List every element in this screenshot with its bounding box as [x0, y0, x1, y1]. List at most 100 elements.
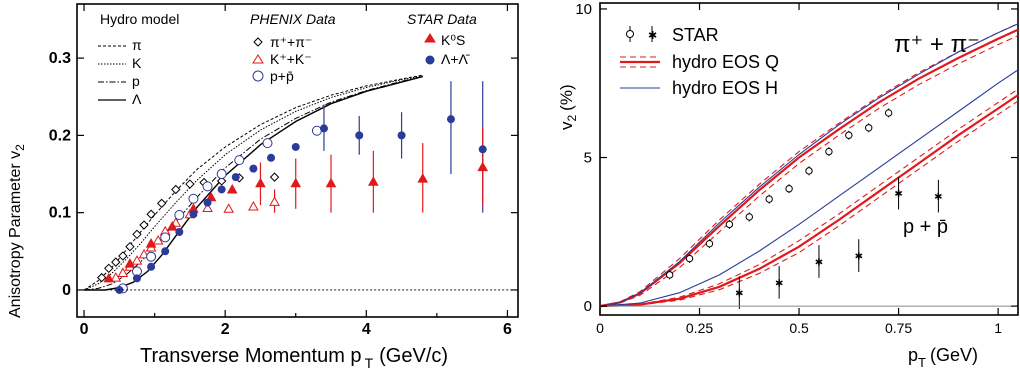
proton-marker: [160, 232, 171, 243]
lambda-marker: [249, 164, 258, 173]
k0s-marker: [255, 177, 266, 188]
right-y-axis-label-sub: 2: [565, 115, 579, 122]
star-points: ✱ ✱ ✱ ✱ ✱ ✱: [665, 108, 943, 310]
star-pion-marker: [765, 195, 773, 203]
hydro-eos-h-curve: [599, 23, 1019, 307]
y-tick-label: 0.3: [49, 50, 71, 67]
star-pion-marker: [785, 185, 793, 193]
kaon-marker: [202, 202, 213, 213]
pion-annotation: π⁺ + π⁻: [894, 31, 980, 58]
pion-marker: [185, 179, 195, 189]
lambda-marker: [319, 124, 328, 133]
legend-triangle-filled-marker: [424, 33, 436, 43]
pion-marker: [156, 198, 167, 209]
kaon-marker: [248, 200, 259, 211]
legend-kaon-label: K⁺+K⁻: [270, 51, 312, 67]
x-tick-label: 1: [994, 320, 1002, 336]
hydro-eos-q-curve: [599, 88, 1019, 307]
legend-triangle-open-marker: [252, 54, 264, 64]
kaon-marker: [152, 234, 164, 245]
proton-marker: [202, 181, 213, 192]
legend-circle-open-marker: [252, 70, 264, 82]
legend-star-open-marker: [626, 30, 634, 38]
lambda-marker: [397, 131, 406, 140]
hydro-eos-curves: [599, 23, 1019, 308]
right-x-axis-label-sub: T: [918, 355, 926, 370]
left-plot-frame: [76, 3, 519, 318]
kaon-marker: [223, 203, 235, 213]
proton-marker: [234, 155, 245, 166]
right-y-axis-label-unit: (%): [557, 84, 576, 110]
data-points: [96, 115, 489, 294]
proton-annotation: p + p̄: [903, 216, 948, 238]
right-y-axis-label-text: v: [557, 121, 576, 130]
proton-marker: [262, 138, 273, 149]
legend-circle-filled-marker: [425, 55, 435, 65]
kaon-marker: [110, 272, 122, 282]
lambda-marker: [267, 153, 276, 162]
pion-marker: [146, 209, 156, 219]
left-x-axis-label-text: Transverse Momentum p: [140, 345, 362, 367]
x-tick-label: 4: [362, 321, 371, 338]
lambda-marker: [132, 274, 141, 283]
kaon-marker: [131, 255, 143, 265]
lambda-marker: [446, 115, 455, 124]
left-y-axis-label-text: Anisotropy Parameter v: [7, 151, 24, 318]
y-tick-label: 0: [584, 298, 592, 315]
lambda-marker: [189, 210, 198, 219]
right-plot-frame: [599, 2, 1019, 316]
legend-pi-label: π: [132, 37, 142, 53]
proton-marker: [146, 251, 157, 262]
legend-phenix: PHENIX Data π⁺+π⁻ K⁺+K⁻ p+p̄: [250, 11, 336, 84]
legend-k0s-label: K⁰S: [441, 32, 465, 48]
star-pion-marker: [685, 254, 694, 263]
pion-marker: [139, 220, 149, 230]
pion-marker: [118, 251, 128, 261]
pion-marker: [111, 257, 121, 267]
right-x-axis-label-text: p: [908, 345, 918, 365]
proton-marker: [216, 169, 227, 180]
star-pion-marker: [665, 271, 674, 279]
legend-pion-label: π⁺+π⁻: [270, 34, 312, 50]
star-pion-marker: [825, 147, 833, 156]
star-pion-marker: [805, 167, 813, 175]
pion-marker: [171, 184, 181, 195]
x-tick-label: 0.75: [885, 320, 912, 336]
left-x-axis-label-sub: T: [365, 355, 374, 371]
y-tick-label: 5: [584, 150, 592, 167]
k0s-marker: [226, 183, 238, 194]
k0s-marker: [103, 272, 115, 283]
star-pion-marker: [725, 220, 734, 229]
proton-marker: [174, 209, 185, 220]
star-proton-marker: ✱: [855, 252, 863, 263]
star-pion-marker: [745, 213, 753, 221]
star-pion-marker: [705, 239, 714, 248]
hydro-eos-q-curve: [599, 100, 1019, 307]
k0s-marker: [145, 238, 157, 248]
lambda-marker: [147, 262, 156, 271]
legend-lambda-data-label: Λ+Λ̄: [441, 51, 470, 67]
x-tick-label: 0.5: [789, 320, 809, 336]
left-y-axis-label: Anisotropy Parameter v2: [7, 144, 27, 318]
legend-hydro: Hydro model π K p Λ: [98, 11, 179, 107]
hydro-eos-q-curve: [599, 94, 1019, 308]
hydro-curve-pi: [83, 74, 423, 291]
right-x-axis-label-unit: (GeV): [930, 345, 978, 365]
lambda-marker: [203, 198, 212, 207]
lambda-marker: [175, 227, 184, 236]
legend-diamond-marker: [253, 37, 263, 47]
pion-marker: [132, 229, 142, 240]
legend-eosh-label: hydro EOS H: [672, 78, 778, 98]
lambda-marker: [478, 145, 487, 154]
k0s-marker: [205, 191, 217, 202]
legend-star-label: STAR: [672, 25, 719, 45]
x-tick-label: 0: [80, 321, 89, 338]
hydro-eos-h-curve: [599, 69, 1019, 307]
lambda-marker: [291, 142, 300, 151]
axis-ticks: 0 2 4 6 0 0.1 0.2 0.3: [49, 4, 518, 338]
y-tick-label: 10: [575, 1, 592, 18]
k0s-marker: [417, 173, 429, 183]
star-proton-marker: ✱: [815, 258, 823, 269]
hydro-eos-q-curve: [599, 23, 1019, 307]
